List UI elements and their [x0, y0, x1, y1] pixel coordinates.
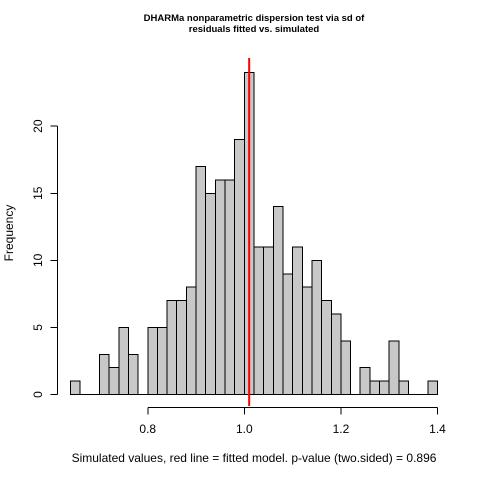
histogram-bar [195, 165, 207, 395]
histogram-bar [185, 286, 197, 395]
histogram-bar [379, 380, 390, 396]
x-tick-label: 1.4 [429, 422, 446, 436]
histogram-bar [127, 353, 139, 395]
histogram-bar [108, 367, 120, 395]
histogram-bar [359, 367, 371, 395]
histogram-bar [176, 300, 187, 396]
histogram-bar [388, 340, 400, 396]
y-axis-label: Frequency [2, 205, 16, 262]
y-tick-label: 10 [31, 253, 45, 267]
chart-title: DHARMa nonparametric dispersion test via… [144, 13, 365, 35]
histogram-bar [98, 353, 110, 395]
chart-title-line-1: DHARMa nonparametric dispersion test via… [144, 13, 365, 24]
histogram-bar [272, 206, 284, 395]
histogram-bar [166, 300, 178, 396]
histogram-bar [369, 380, 381, 396]
histogram-bar [398, 380, 410, 396]
y-tick-label: 5 [31, 324, 45, 331]
x-axis: 0.8 1.0 1.2 1.4 [139, 407, 446, 436]
histogram-bar [205, 192, 216, 395]
histogram-bar [292, 246, 303, 395]
histogram-bar [301, 286, 313, 395]
x-tick-label: 1.2 [333, 422, 350, 436]
histogram-bars [70, 72, 438, 396]
histogram-bar [224, 179, 236, 395]
histogram-bar [311, 259, 323, 396]
histogram-bar [118, 326, 129, 395]
x-axis-label: Simulated values, red line = fitted mode… [72, 451, 437, 465]
y-tick-label: 0 [31, 391, 45, 398]
histogram-bar [214, 179, 226, 395]
x-tick-label: 1.0 [236, 422, 253, 436]
y-tick-label: 20 [31, 119, 45, 133]
histogram-bar [330, 313, 342, 395]
histogram-bar [282, 273, 294, 395]
histogram-bar [263, 246, 274, 395]
histogram-bar [427, 380, 438, 396]
histogram-bar [321, 300, 332, 396]
y-axis: 0 5 10 15 20 [31, 119, 58, 398]
y-tick-label: 15 [31, 186, 45, 200]
histogram-bar [70, 380, 81, 396]
histogram-bar [156, 326, 168, 395]
histogram-bar [340, 340, 352, 396]
histogram-bar [147, 326, 158, 395]
histogram-bar [234, 139, 245, 395]
chart-title-line-2: residuals fitted vs. simulated [189, 24, 320, 35]
histogram-bar [253, 246, 265, 395]
x-tick-label: 0.8 [139, 422, 156, 436]
